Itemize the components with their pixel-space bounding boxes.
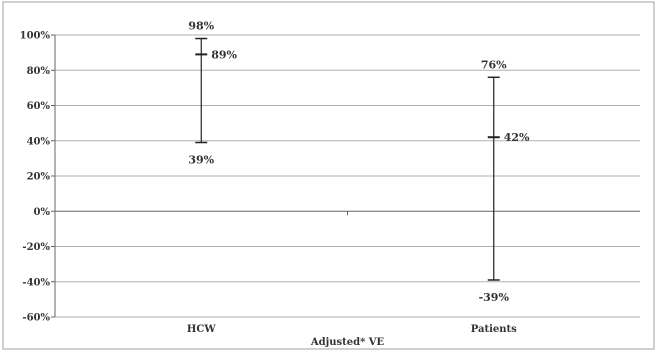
axes <box>51 34 640 318</box>
y-tick-label: 40% <box>27 136 51 147</box>
x-axis-title: Adjusted* VE <box>310 337 385 348</box>
x-tick-label: HCW <box>187 324 216 335</box>
point-estimate-label: 42% <box>504 131 530 144</box>
lower-bound-label: -39% <box>479 291 510 304</box>
y-tick-label: 0% <box>34 207 51 218</box>
y-tick-label: 60% <box>27 101 51 112</box>
data-labels: 98% 89% 39% 76% 42% -39% <box>188 20 530 304</box>
x-tick-label: Patients <box>471 324 517 335</box>
upper-bound-label: 76% <box>481 58 507 71</box>
y-tick-label: 100% <box>20 31 51 42</box>
y-tick-labels: 100% 80% 60% 40% 20% 0% -20% -40% -60% <box>20 31 51 324</box>
gridlines <box>55 34 640 318</box>
upper-bound-label: 98% <box>188 20 214 33</box>
x-tick-labels: HCW Patients <box>187 324 517 335</box>
lower-bound-label: 39% <box>188 154 214 167</box>
y-tick-label: -40% <box>22 277 50 288</box>
point-estimate-label: 89% <box>211 48 237 61</box>
error-bars <box>195 37 500 281</box>
y-tick-label: 20% <box>27 172 51 183</box>
y-tick-label: -20% <box>22 242 50 253</box>
y-tick-label: 80% <box>27 66 51 77</box>
y-tick-label: -60% <box>22 313 50 324</box>
